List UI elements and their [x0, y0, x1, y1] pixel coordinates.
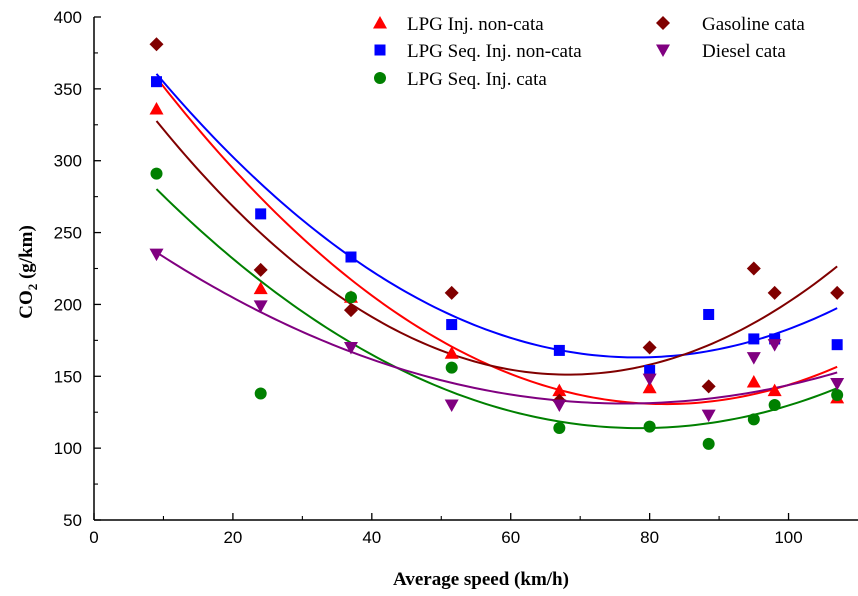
fit-curve-1 — [155, 77, 838, 406]
data-point-series-5 — [343, 342, 358, 355]
x-axis-title: Average speed (km/h) — [393, 569, 569, 590]
data-point-series-5 — [701, 409, 716, 423]
data-point-series-3 — [702, 437, 715, 450]
data-point-series-4 — [444, 285, 459, 300]
data-point-series-3 — [150, 167, 163, 180]
data-point-series-4 — [343, 303, 358, 318]
y-tick-label: 300 — [54, 152, 82, 171]
x-tick-label: 80 — [640, 528, 659, 547]
x-tick-label: 0 — [89, 528, 98, 547]
data-point-series-5 — [552, 399, 567, 413]
data-point-series-2 — [151, 76, 163, 88]
legend-marker — [373, 16, 387, 29]
data-point-series-4 — [767, 285, 782, 300]
y-axis-title-rest: (g/km) — [16, 225, 37, 284]
legend-item: LPG Seq. Inj. cata — [374, 69, 547, 90]
data-point-series-3 — [747, 413, 760, 426]
data-point-series-1 — [642, 380, 657, 394]
data-point-series-2 — [345, 251, 357, 263]
data-point-series-3 — [344, 291, 357, 304]
data-point-series-4 — [253, 262, 268, 277]
data-point-series-1 — [552, 383, 567, 397]
data-point-series-5 — [149, 248, 164, 262]
legend-label: Gasoline cata — [702, 14, 805, 35]
data-point-series-2 — [255, 208, 267, 220]
x-tick-label: 40 — [362, 528, 381, 547]
legend-item: Diesel cata — [656, 41, 786, 62]
data-point-series-1 — [253, 281, 268, 295]
data-point-series-3 — [254, 387, 267, 400]
legend-marker — [374, 44, 386, 56]
data-point-series-2 — [553, 344, 565, 356]
data-point-series-5 — [642, 373, 657, 387]
legend: LPG Inj. non-cata LPG Seq. Inj. non-cata L… — [373, 14, 805, 90]
x-axis-ticks: 0 20 40 60 80 100 — [89, 513, 803, 547]
data-point-series-4 — [701, 379, 716, 394]
fit-curve-2 — [155, 73, 838, 359]
data-point-series-2 — [703, 308, 715, 320]
legend-label: LPG Seq. Inj. cata — [407, 69, 547, 90]
y-axis-ticks: 50 100 150 200 250 300 350 400 — [54, 8, 101, 530]
data-point-series-5 — [767, 339, 782, 352]
plot-area: 0 20 40 60 80 100 50 100 150 200 250 300 350 400 — [54, 8, 858, 547]
data-point-series-3 — [768, 399, 781, 412]
y-tick-label: 250 — [54, 224, 82, 243]
data-point-series-1 — [149, 101, 164, 115]
data-point-series-4 — [642, 340, 657, 355]
y-axis-title: CO2 (g/km) — [16, 225, 40, 319]
y-tick-label: 400 — [54, 8, 82, 27]
fit-curve-3 — [155, 188, 838, 430]
data-point-series-5 — [253, 300, 268, 313]
data-point-series-1 — [746, 375, 761, 388]
y-tick-label: 200 — [54, 295, 82, 314]
legend-label: LPG Seq. Inj. non-cata — [407, 41, 582, 62]
data-point-series-2 — [769, 333, 781, 345]
data-point-series-4 — [830, 285, 845, 300]
fit-curve-5 — [155, 251, 838, 405]
legend-marker — [656, 16, 670, 30]
data-point-series-5 — [830, 377, 845, 391]
data-point-series-4 — [149, 37, 164, 52]
fit-curves — [155, 73, 838, 430]
data-point-series-4 — [746, 261, 761, 276]
legend-label: LPG Inj. non-cata — [407, 14, 544, 35]
data-markers — [149, 37, 845, 450]
data-point-series-3 — [553, 422, 566, 435]
x-tick-label: 60 — [501, 528, 520, 547]
legend-item: Gasoline cata — [656, 14, 805, 35]
y-axis-title-main: CO — [16, 290, 37, 319]
data-point-series-5 — [444, 399, 459, 413]
data-point-series-2 — [748, 333, 760, 345]
y-tick-label: 350 — [54, 80, 82, 99]
y-axis-title-subscript: 2 — [25, 284, 40, 291]
data-point-series-2 — [446, 319, 458, 331]
data-point-series-2 — [644, 365, 656, 377]
data-point-series-2 — [831, 339, 843, 351]
legend-marker — [656, 44, 670, 57]
fit-curve-4 — [155, 120, 838, 376]
y-tick-label: 150 — [54, 367, 82, 386]
legend-item: LPG Seq. Inj. non-cata — [374, 41, 582, 62]
data-point-series-5 — [746, 352, 761, 365]
x-tick-label: 20 — [223, 528, 242, 547]
legend-marker — [374, 72, 386, 84]
x-tick-label: 100 — [774, 528, 802, 547]
data-point-series-3 — [831, 388, 844, 401]
y-tick-label: 100 — [54, 439, 82, 458]
data-point-series-1 — [767, 383, 782, 397]
y-tick-label: 50 — [63, 511, 82, 530]
legend-label: Diesel cata — [702, 41, 786, 62]
legend-item: LPG Inj. non-cata — [373, 14, 544, 35]
data-point-series-3 — [445, 361, 458, 374]
data-point-series-3 — [643, 420, 656, 433]
data-point-series-1 — [444, 346, 459, 359]
